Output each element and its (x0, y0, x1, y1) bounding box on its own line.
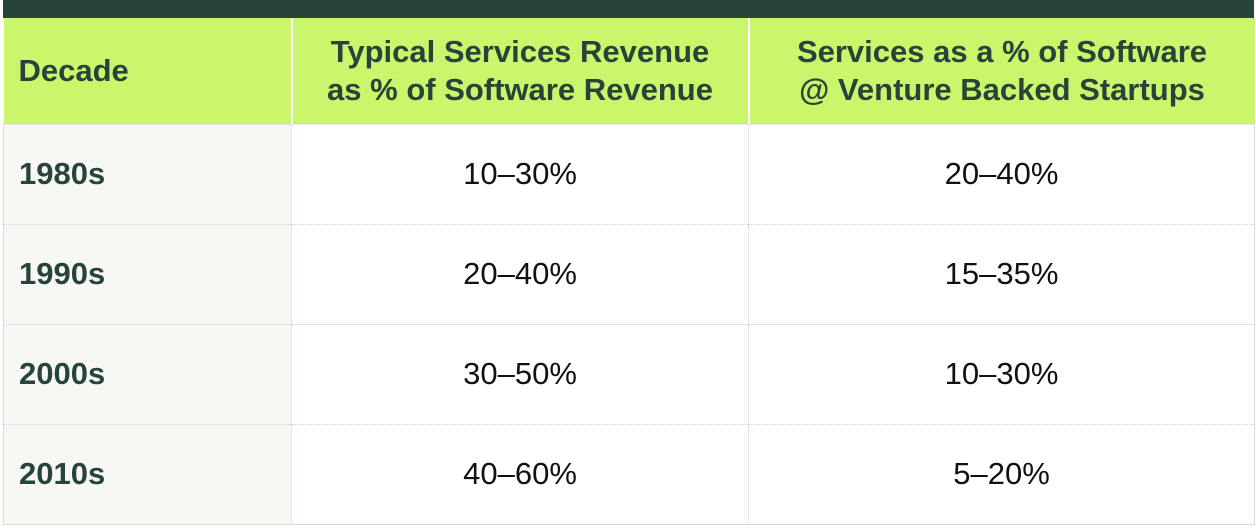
services-revenue-table: Decade Typical Services Revenue as % of … (3, 18, 1255, 525)
header-decade-label: Decade (18, 52, 129, 88)
header-venture-line1: Services as a % of Software (796, 33, 1208, 69)
typical-revenue-cell: 10–30% (291, 123, 749, 224)
header-typical-line2: as % of Software Revenue (327, 71, 713, 107)
header-typical-services-revenue: Typical Services Revenue as % of Softwar… (290, 18, 749, 124)
table-row: 1980s 10–30% 20–40% (3, 123, 1255, 224)
typical-revenue-cell: 20–40% (291, 223, 749, 324)
header-typical-line1: Typical Services Revenue (330, 33, 710, 69)
table-header: Decade Typical Services Revenue as % of … (3, 18, 1255, 124)
venture-revenue-cell: 15–35% (748, 223, 1255, 324)
venture-revenue-cell: 10–30% (748, 323, 1255, 424)
header-row: Decade Typical Services Revenue as % of … (3, 18, 1255, 124)
decade-cell: 1980s (3, 123, 292, 224)
table-top-bar (3, 0, 1254, 18)
venture-revenue-cell: 20–40% (748, 123, 1255, 224)
typical-revenue-cell: 30–50% (291, 323, 749, 424)
venture-revenue-cell: 5–20% (748, 423, 1255, 525)
header-venture-backed-services: Services as a % of Software @ Venture Ba… (747, 18, 1255, 124)
decade-cell: 2010s (3, 423, 292, 525)
header-venture-line2: @ Venture Backed Startups (799, 71, 1205, 107)
decade-cell: 1990s (3, 223, 292, 324)
table-row: 2010s 40–60% 5–20% (3, 423, 1255, 525)
table-row: 2000s 30–50% 10–30% (3, 323, 1255, 424)
table-body: 1980s 10–30% 20–40% 1990s 20–40% 15–35% … (3, 123, 1255, 525)
header-decade: Decade (4, 18, 292, 124)
typical-revenue-cell: 40–60% (291, 423, 749, 525)
decade-cell: 2000s (3, 323, 292, 424)
table-row: 1990s 20–40% 15–35% (3, 223, 1255, 324)
